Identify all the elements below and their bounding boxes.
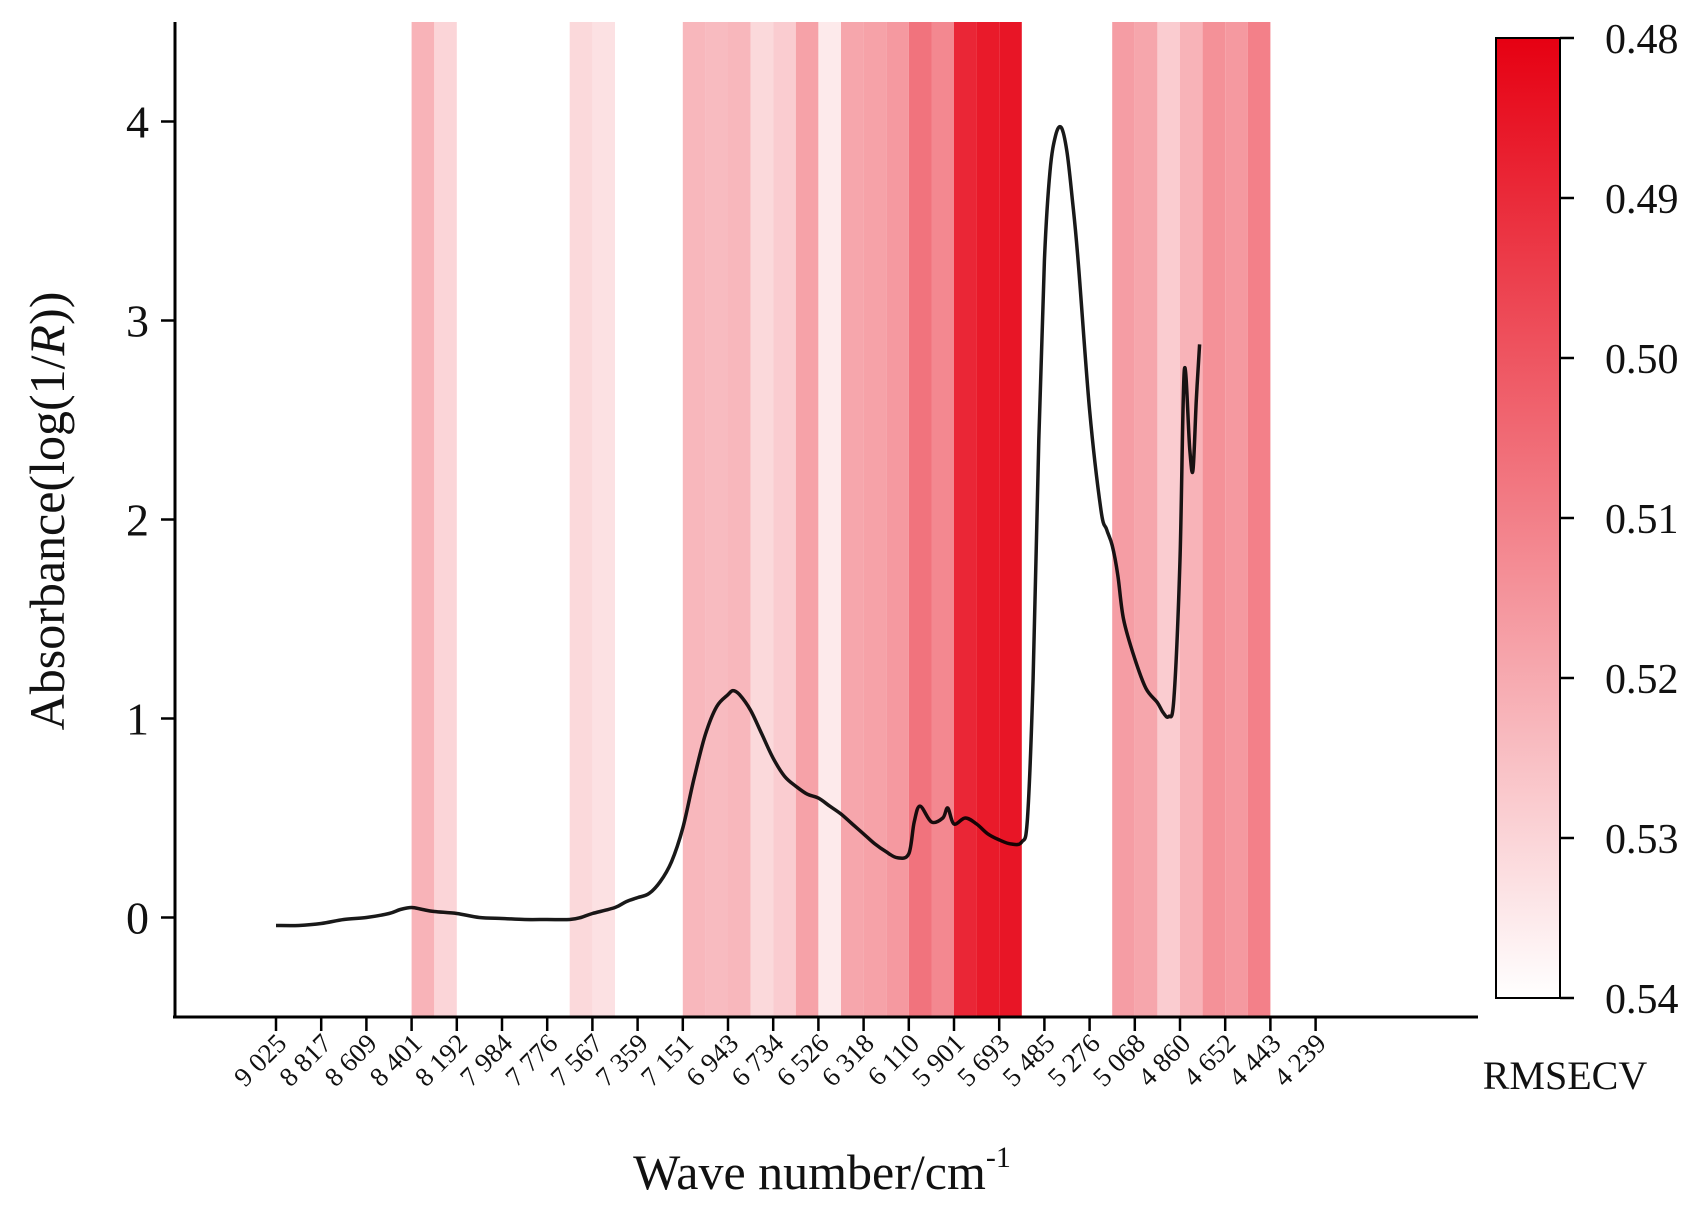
spectrum-line bbox=[275, 124, 1202, 928]
x-tick-label: 8 609 bbox=[318, 1028, 382, 1092]
rmsecv-band bbox=[728, 22, 751, 1017]
x-tick-label: 5 485 bbox=[996, 1028, 1060, 1092]
rmsecv-band bbox=[569, 22, 593, 1017]
y-tick-label: 3 bbox=[126, 296, 149, 347]
colorbar-tick-label: 0.50 bbox=[1605, 337, 1679, 383]
x-tick-label: 4 239 bbox=[1268, 1028, 1332, 1092]
rmsecv-band bbox=[818, 22, 841, 1017]
rmsecv-band bbox=[863, 22, 887, 1017]
colorbar-tick-label: 0.54 bbox=[1605, 977, 1679, 1023]
rmsecv-band bbox=[773, 22, 796, 1017]
colorbar-tick-label: 0.48 bbox=[1605, 17, 1679, 63]
rmsecv-band bbox=[682, 22, 706, 1017]
rmsecv-highlight-bands bbox=[411, 22, 1271, 1017]
y-tick-label: 4 bbox=[126, 97, 149, 148]
rmsecv-band bbox=[434, 22, 457, 1017]
rmsecv-band bbox=[411, 22, 435, 1017]
x-tick-label: 4 652 bbox=[1177, 1028, 1241, 1092]
rmsecv-band bbox=[592, 22, 615, 1017]
x-tick-label: 7 359 bbox=[590, 1028, 654, 1092]
rmsecv-band bbox=[1134, 22, 1158, 1017]
x-tick-label: 7 567 bbox=[544, 1028, 608, 1092]
x-tick-label: 5 901 bbox=[906, 1028, 970, 1092]
y-tick-label: 1 bbox=[126, 694, 149, 745]
x-tick-label: 5 068 bbox=[1087, 1028, 1151, 1092]
x-tick-label: 8 401 bbox=[364, 1028, 428, 1092]
colorbar-gradient bbox=[1495, 37, 1561, 999]
rmsecv-band bbox=[1225, 22, 1248, 1017]
x-tick-label: 8 817 bbox=[273, 1028, 337, 1092]
rmsecv-band bbox=[931, 22, 954, 1017]
rmsecv-band bbox=[1202, 22, 1226, 1017]
x-tick-label: 7 151 bbox=[635, 1028, 699, 1092]
x-tick-label: 5 693 bbox=[951, 1028, 1015, 1092]
x-tick-label: 5 276 bbox=[1042, 1028, 1106, 1092]
x-tick-label: 6 526 bbox=[770, 1028, 834, 1092]
x-tick-label: 6 734 bbox=[725, 1028, 790, 1093]
x-tick-label: 4 860 bbox=[1132, 1028, 1196, 1092]
rmsecv-band bbox=[705, 22, 728, 1017]
y-tick-label: 2 bbox=[126, 495, 149, 546]
x-tick-label: 6 318 bbox=[816, 1028, 880, 1092]
rmsecv-band bbox=[954, 22, 977, 1017]
x-tick-label: 8 192 bbox=[409, 1028, 473, 1092]
x-axis-title: Wave number/cm-1 bbox=[633, 1141, 1011, 1200]
rmsecv-band bbox=[750, 22, 774, 1017]
colorbar-tick-label: 0.53 bbox=[1605, 817, 1679, 863]
y-axis-title: Absorbance(log(1/R)) bbox=[19, 292, 75, 731]
rmsecv-band bbox=[976, 22, 1000, 1017]
x-tick-label: 7 776 bbox=[499, 1028, 563, 1092]
y-axis-ticks: 0 1 2 3 4 bbox=[126, 97, 175, 944]
rmsecv-band bbox=[1247, 22, 1271, 1017]
x-tick-label: 6 110 bbox=[862, 1028, 925, 1091]
x-tick-label: 4 443 bbox=[1222, 1028, 1286, 1092]
rmsecv-colorbar bbox=[1495, 37, 1561, 999]
colorbar-tick-label: 0.52 bbox=[1605, 657, 1679, 703]
colorbar-title: RMSECV bbox=[1483, 1053, 1648, 1098]
colorbar-tick-label: 0.49 bbox=[1605, 177, 1679, 223]
rmsecv-band bbox=[1157, 22, 1180, 1017]
rmsecv-band bbox=[1112, 22, 1135, 1017]
rmsecv-band bbox=[908, 22, 932, 1017]
rmsecv-band bbox=[841, 22, 864, 1017]
x-tick-label: 9 025 bbox=[228, 1028, 292, 1092]
rmsecv-band bbox=[999, 22, 1022, 1017]
rmsecv-band bbox=[1180, 22, 1203, 1017]
rmsecv-band bbox=[886, 22, 909, 1017]
y-tick-label: 0 bbox=[126, 893, 149, 944]
x-tick-label: 7 984 bbox=[454, 1028, 519, 1093]
colorbar-ticks: 0.48 0.49 0.50 0.51 0.52 0.53 0.54 bbox=[1560, 17, 1679, 1023]
x-tick-label: 6 943 bbox=[680, 1028, 744, 1092]
colorbar-tick-label: 0.51 bbox=[1605, 497, 1679, 543]
rmsecv-band bbox=[795, 22, 819, 1017]
